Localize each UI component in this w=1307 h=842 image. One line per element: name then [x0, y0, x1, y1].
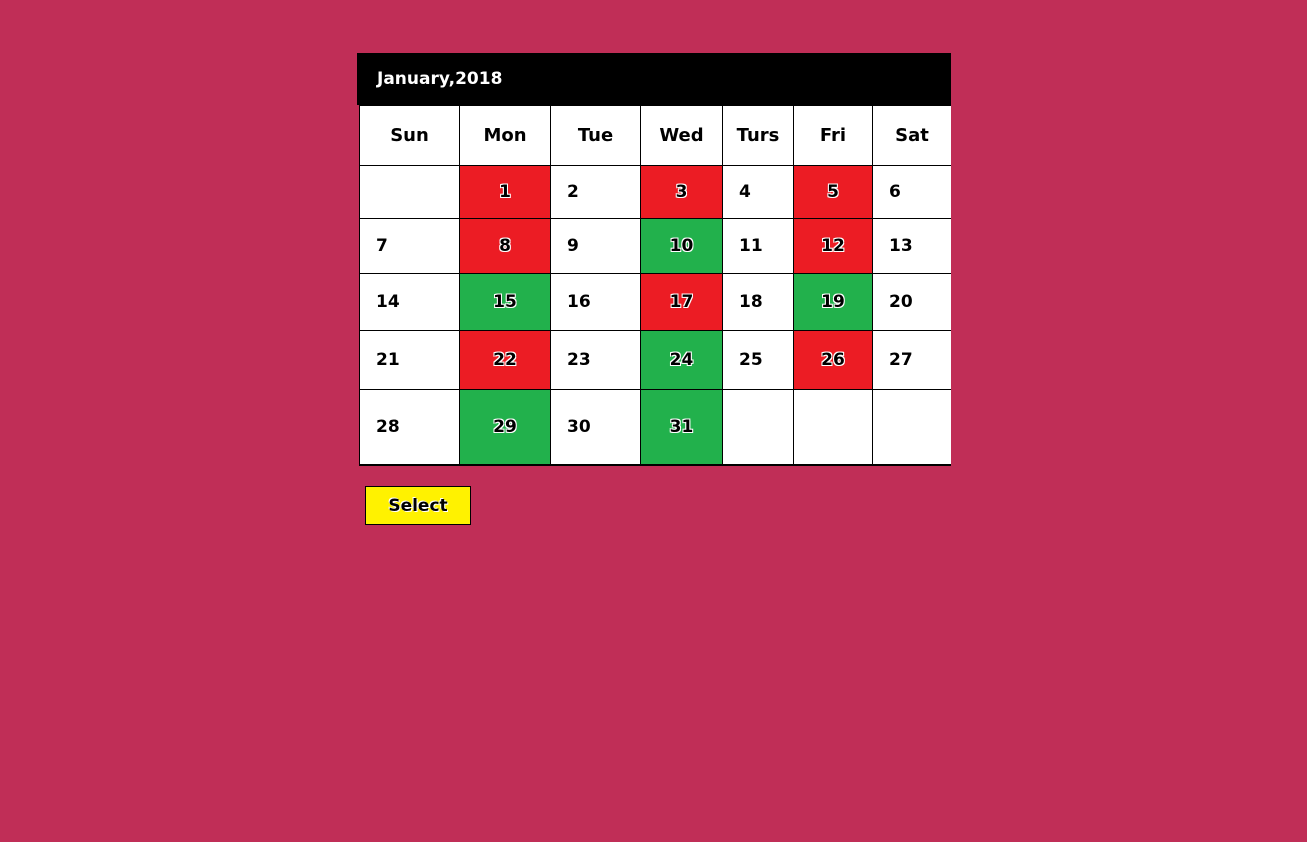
day-number: 8	[499, 236, 511, 256]
calendar-day-24[interactable]: 24	[640, 330, 722, 389]
weekday-header-wed: Wed	[640, 105, 722, 165]
calendar-empty-cell	[793, 389, 872, 464]
weekday-header-fri: Fri	[793, 105, 872, 165]
calendar-day-16[interactable]: 16	[550, 273, 640, 330]
calendar: January,2018 Sun Mon Tue Wed Turs Fri Sat 1 2 3 4 5…	[357, 53, 951, 466]
day-number: 29	[493, 417, 517, 437]
calendar-day-12[interactable]: 12	[793, 218, 872, 273]
day-number: 15	[493, 292, 517, 312]
calendar-day-1[interactable]: 1	[459, 165, 550, 218]
day-number: 30	[567, 417, 591, 437]
day-number: 28	[376, 417, 400, 437]
day-number: 1	[499, 182, 511, 202]
day-number: 2	[567, 182, 579, 202]
calendar-day-11[interactable]: 11	[722, 218, 793, 273]
calendar-day-15[interactable]: 15	[459, 273, 550, 330]
calendar-day-28[interactable]: 28	[359, 389, 459, 464]
calendar-day-6[interactable]: 6	[872, 165, 951, 218]
day-number: 20	[889, 292, 913, 312]
calendar-day-20[interactable]: 20	[872, 273, 951, 330]
calendar-day-4[interactable]: 4	[722, 165, 793, 218]
day-number: 24	[669, 350, 694, 370]
select-button[interactable]: Select	[365, 486, 471, 525]
day-number: 3	[675, 182, 688, 202]
calendar-day-9[interactable]: 9	[550, 218, 640, 273]
calendar-day-21[interactable]: 21	[359, 330, 459, 389]
calendar-day-17[interactable]: 17	[640, 273, 722, 330]
day-number: 17	[669, 292, 694, 312]
calendar-day-8[interactable]: 8	[459, 218, 550, 273]
weekday-header-sat: Sat	[872, 105, 951, 165]
day-number: 12	[821, 236, 845, 256]
day-number: 16	[567, 292, 591, 312]
calendar-day-22[interactable]: 22	[459, 330, 550, 389]
day-number: 13	[889, 236, 913, 256]
day-number: 7	[376, 236, 388, 256]
day-number: 5	[827, 182, 839, 202]
day-number: 19	[821, 292, 845, 312]
calendar-day-19[interactable]: 19	[793, 273, 872, 330]
weekday-header-mon: Mon	[459, 105, 550, 165]
calendar-month-title: January,2018	[357, 53, 951, 105]
day-number: 11	[739, 236, 763, 256]
calendar-day-7[interactable]: 7	[359, 218, 459, 273]
calendar-empty-cell	[722, 389, 793, 464]
calendar-grid: Sun Mon Tue Wed Turs Fri Sat 1 2 3 4 5 6 7 8 9 10 11 12 13 1…	[359, 105, 951, 466]
day-number: 18	[739, 292, 763, 312]
day-number: 21	[376, 350, 400, 370]
calendar-day-23[interactable]: 23	[550, 330, 640, 389]
day-number: 10	[669, 236, 694, 256]
weekday-header-thu: Turs	[722, 105, 793, 165]
calendar-empty-cell	[872, 389, 951, 464]
day-number: 14	[376, 292, 400, 312]
calendar-day-27[interactable]: 27	[872, 330, 951, 389]
day-number: 4	[739, 182, 751, 202]
weekday-header-tue: Tue	[550, 105, 640, 165]
day-number: 9	[567, 236, 579, 256]
day-number: 6	[889, 182, 901, 202]
calendar-day-2[interactable]: 2	[550, 165, 640, 218]
day-number: 25	[739, 350, 763, 370]
weekday-header-sun: Sun	[359, 105, 459, 165]
day-number: 31	[669, 417, 694, 437]
day-number: 27	[889, 350, 913, 370]
calendar-day-5[interactable]: 5	[793, 165, 872, 218]
calendar-day-25[interactable]: 25	[722, 330, 793, 389]
calendar-empty-cell	[359, 165, 459, 218]
day-number: 26	[821, 350, 845, 370]
calendar-day-29[interactable]: 29	[459, 389, 550, 464]
calendar-day-10[interactable]: 10	[640, 218, 722, 273]
calendar-day-31[interactable]: 31	[640, 389, 722, 464]
calendar-day-14[interactable]: 14	[359, 273, 459, 330]
day-number: 23	[567, 350, 591, 370]
calendar-day-13[interactable]: 13	[872, 218, 951, 273]
calendar-day-3[interactable]: 3	[640, 165, 722, 218]
calendar-day-30[interactable]: 30	[550, 389, 640, 464]
day-number: 22	[493, 350, 517, 370]
calendar-day-18[interactable]: 18	[722, 273, 793, 330]
calendar-day-26[interactable]: 26	[793, 330, 872, 389]
